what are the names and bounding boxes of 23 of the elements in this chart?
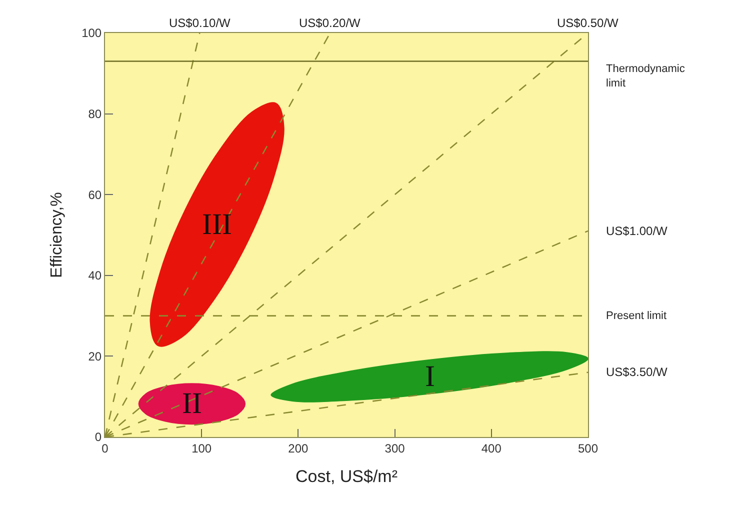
x-tick-label: 400 (481, 441, 502, 456)
series-label: US$0.50/W (557, 16, 620, 30)
y-tick-label: 0 (94, 430, 102, 444)
x-tick-label: 500 (578, 441, 598, 456)
y-tick-label: 40 (88, 268, 102, 283)
x-tick-label: 200 (288, 441, 309, 456)
series-label: US$3.50/W (606, 365, 668, 379)
x-tick-label: 100 (192, 441, 212, 456)
series-label: US$1.00/W (606, 224, 668, 238)
series-label: US$0.20/W (299, 16, 362, 30)
series-label: II (182, 387, 202, 420)
series-label: I (425, 360, 435, 393)
series-label: III (202, 208, 232, 241)
y-tick-label: 60 (88, 188, 102, 202)
y-axis-title: Efficiency,% (48, 192, 66, 278)
x-axis-title: Cost, US$/m² (295, 466, 398, 486)
y-tick-label: 20 (88, 349, 102, 364)
x-tick-label: 300 (384, 441, 406, 456)
y-tick-label: 100 (82, 26, 102, 40)
ref-line-label: Present limit (606, 310, 667, 322)
ref-line-label: Thermodynamic limit (606, 63, 686, 90)
series-label: US$0.10/W (169, 16, 232, 30)
y-tick-label: 80 (88, 107, 102, 121)
